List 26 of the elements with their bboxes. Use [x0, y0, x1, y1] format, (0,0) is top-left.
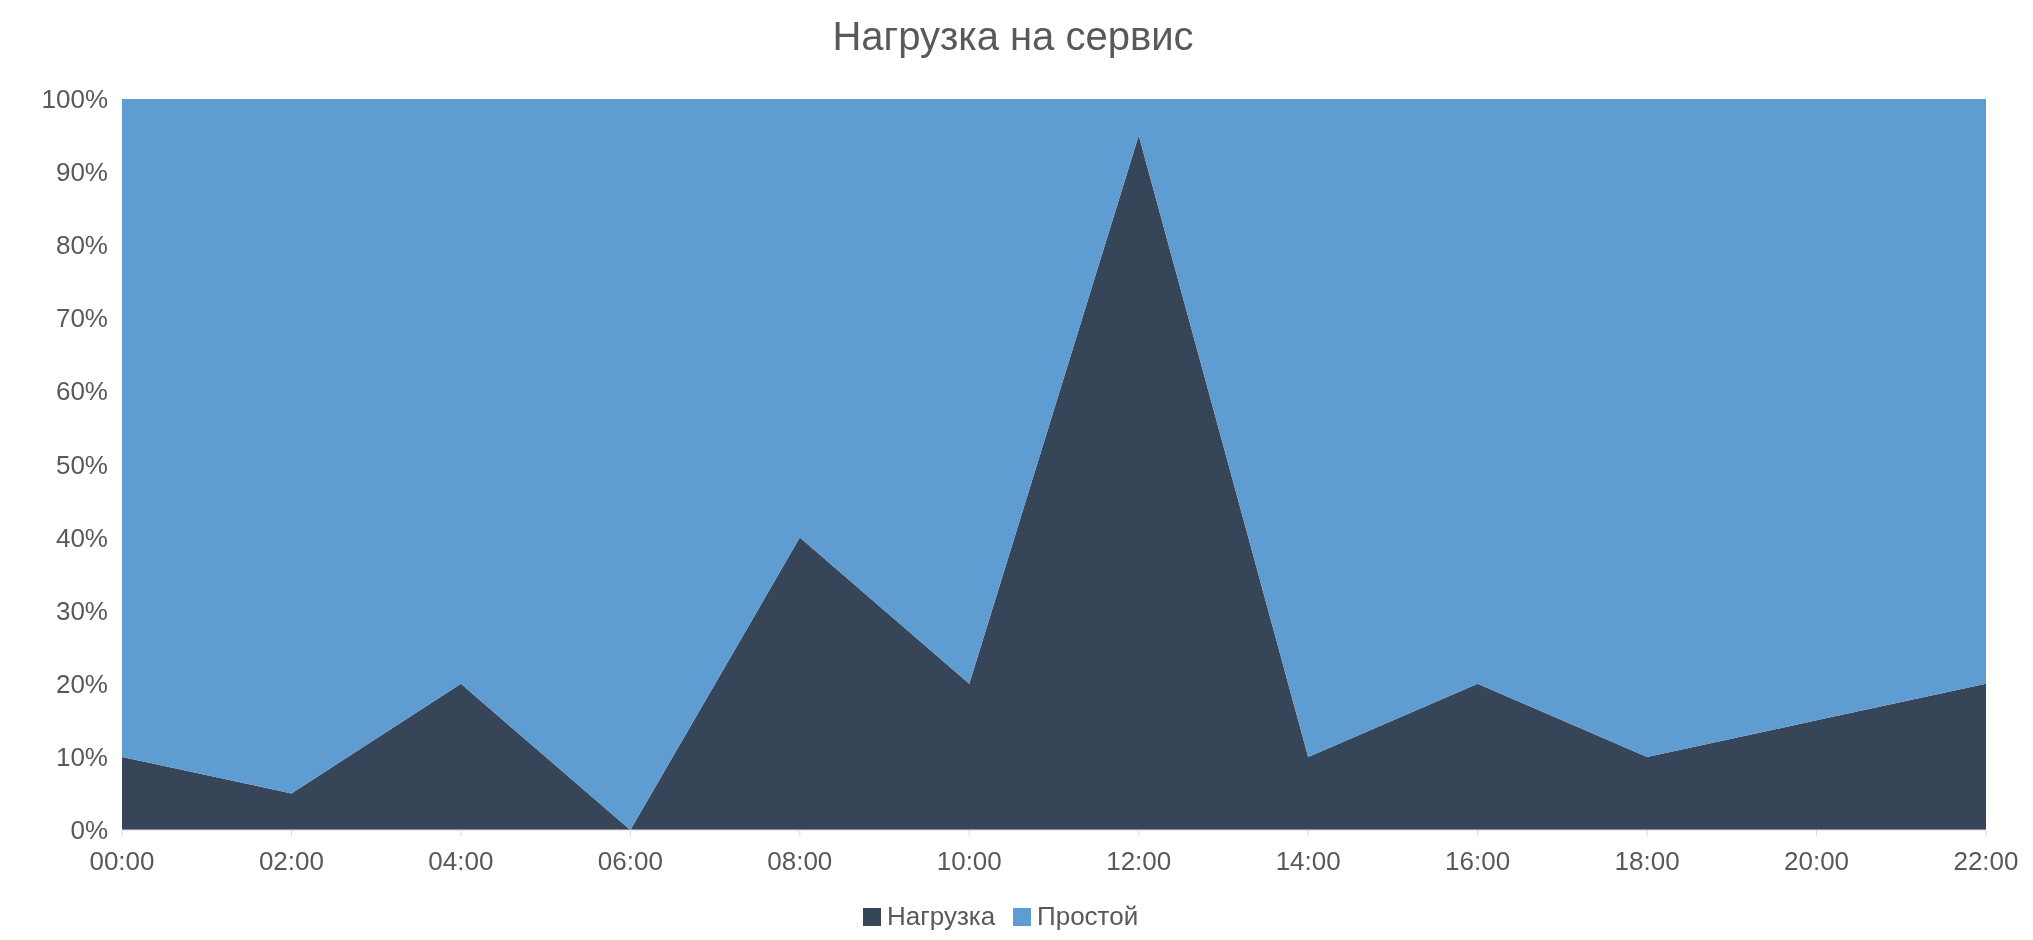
- chart-title: Нагрузка на сервис: [832, 14, 1194, 58]
- x-tick-label: 10:00: [936, 846, 1002, 876]
- x-tick-label: 00:00: [89, 846, 155, 876]
- x-tick-label: 06:00: [597, 846, 663, 876]
- legend-label: Простой: [1037, 901, 1139, 931]
- y-tick-label: 20%: [55, 668, 108, 699]
- x-tick-label: 14:00: [1275, 846, 1341, 876]
- y-tick-label: 90%: [55, 157, 108, 188]
- y-tick-label: 100%: [41, 84, 108, 114]
- y-tick-label: 0%: [70, 815, 108, 845]
- x-tick-label: 22:00: [1953, 846, 2019, 876]
- y-tick-label: 80%: [55, 230, 108, 261]
- y-tick-label: 50%: [55, 449, 108, 480]
- x-tick-label: 16:00: [1445, 846, 1511, 876]
- x-tick-label: 08:00: [767, 846, 833, 876]
- y-tick-label: 60%: [55, 376, 108, 407]
- x-tick-label: 04:00: [428, 846, 494, 876]
- y-tick-label: 70%: [55, 303, 108, 334]
- legend-label: Нагрузка: [887, 901, 996, 931]
- y-tick-label: 10%: [55, 741, 108, 772]
- x-tick-label: 02:00: [258, 846, 324, 876]
- x-tick-label: 12:00: [1106, 846, 1172, 876]
- y-tick-label: 40%: [55, 522, 108, 553]
- y-tick-label: 30%: [55, 595, 108, 626]
- x-tick-label: 20:00: [1784, 846, 1850, 876]
- x-tick-label: 18:00: [1614, 846, 1680, 876]
